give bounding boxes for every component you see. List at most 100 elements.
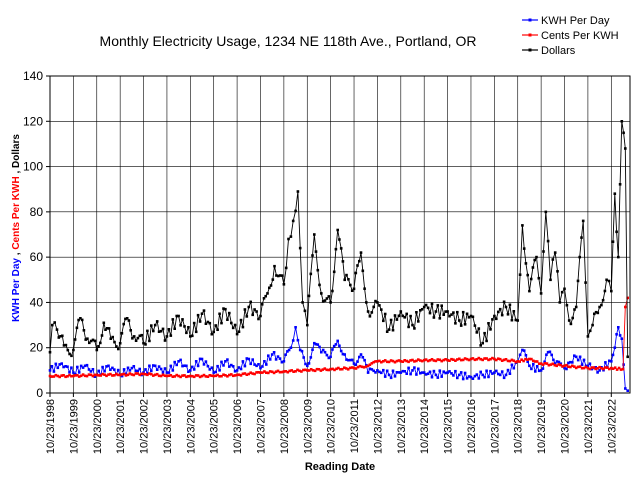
data-point: [539, 292, 543, 295]
data-point: [504, 373, 508, 377]
data-point: [361, 269, 365, 273]
data-point: [72, 371, 75, 374]
data-point: [438, 317, 442, 320]
data-point: [552, 358, 555, 362]
data-point: [469, 375, 473, 379]
data-point: [467, 316, 471, 319]
legend-marker: [528, 18, 532, 22]
data-point: [380, 308, 383, 311]
data-point: [446, 371, 449, 374]
data-point: [304, 368, 307, 372]
data-point: [551, 362, 555, 366]
data-point: [481, 341, 484, 345]
data-point: [284, 266, 288, 270]
data-point: [212, 374, 215, 378]
data-point: [292, 370, 295, 373]
data-point: [537, 276, 541, 280]
data-point: [618, 183, 622, 186]
data-point: [83, 374, 87, 378]
data-point: [159, 367, 163, 371]
data-point: [72, 348, 75, 352]
data-point: [113, 340, 116, 344]
data-point: [380, 371, 383, 375]
data-point: [592, 366, 596, 369]
data-point: [107, 364, 110, 368]
data-point: [508, 303, 512, 307]
data-point: [171, 375, 175, 378]
data-point: [508, 359, 512, 363]
data-point: [535, 360, 539, 363]
data-point: [131, 337, 134, 340]
data-point: [163, 339, 167, 342]
data-point: [150, 369, 153, 373]
data-point: [491, 318, 494, 321]
data-point: [321, 368, 325, 371]
data-point: [68, 371, 71, 374]
data-point: [68, 352, 71, 356]
data-point: [100, 334, 104, 337]
x-tick-label: 10/23/2004: [185, 399, 197, 454]
data-point: [183, 364, 186, 367]
data-point: [407, 360, 410, 364]
data-point: [422, 305, 426, 309]
data-point: [261, 371, 264, 374]
data-point: [58, 375, 61, 379]
data-point: [393, 314, 397, 317]
x-axis: 10/23/1998 10/23/1999 10/23/2000 10/23/2001…: [45, 393, 618, 454]
data-point: [555, 360, 559, 363]
data-point: [387, 360, 391, 364]
data-point: [415, 359, 418, 363]
data-point: [432, 369, 436, 373]
data-point: [95, 373, 99, 377]
data-point: [287, 237, 290, 241]
data-point: [442, 370, 445, 373]
data-point: [179, 375, 182, 379]
data-point: [237, 366, 241, 369]
data-point: [233, 374, 237, 377]
data-point: [576, 279, 580, 283]
data-point: [60, 362, 63, 365]
data-point: [395, 371, 399, 374]
data-point: [359, 353, 363, 356]
data-point: [111, 335, 114, 339]
data-point: [298, 348, 302, 352]
data-point: [122, 368, 126, 371]
data-point: [582, 358, 586, 362]
data-point: [411, 323, 414, 327]
data-point: [175, 314, 178, 318]
data-point: [189, 369, 192, 372]
data-point: [194, 330, 198, 334]
data-point: [471, 377, 475, 380]
data-point: [473, 374, 477, 378]
data-point: [167, 328, 171, 331]
data-point: [64, 343, 68, 347]
data-point: [361, 356, 365, 359]
data-point: [493, 357, 496, 361]
data-point: [313, 369, 317, 373]
data-point: [125, 317, 129, 320]
data-point: [475, 358, 479, 361]
data-point: [456, 310, 459, 314]
data-point: [358, 259, 361, 263]
data-point: [323, 350, 327, 354]
data-point: [196, 364, 200, 368]
data-point: [395, 359, 399, 363]
y-tick-label: 20: [30, 341, 44, 355]
data-point: [274, 370, 278, 373]
data-point: [220, 374, 223, 378]
data-point: [101, 372, 104, 376]
data-point: [239, 318, 243, 322]
data-point: [387, 373, 391, 377]
data-point: [189, 374, 192, 378]
data-point: [153, 373, 157, 377]
data-point: [136, 336, 140, 340]
data-point: [420, 308, 424, 311]
data-point: [138, 373, 141, 377]
data-point: [586, 364, 590, 368]
data-point: [202, 363, 206, 366]
data-point: [138, 367, 141, 371]
data-point: [62, 344, 66, 347]
data-point: [422, 371, 426, 374]
data-point: [596, 371, 599, 374]
data-point: [76, 365, 79, 369]
